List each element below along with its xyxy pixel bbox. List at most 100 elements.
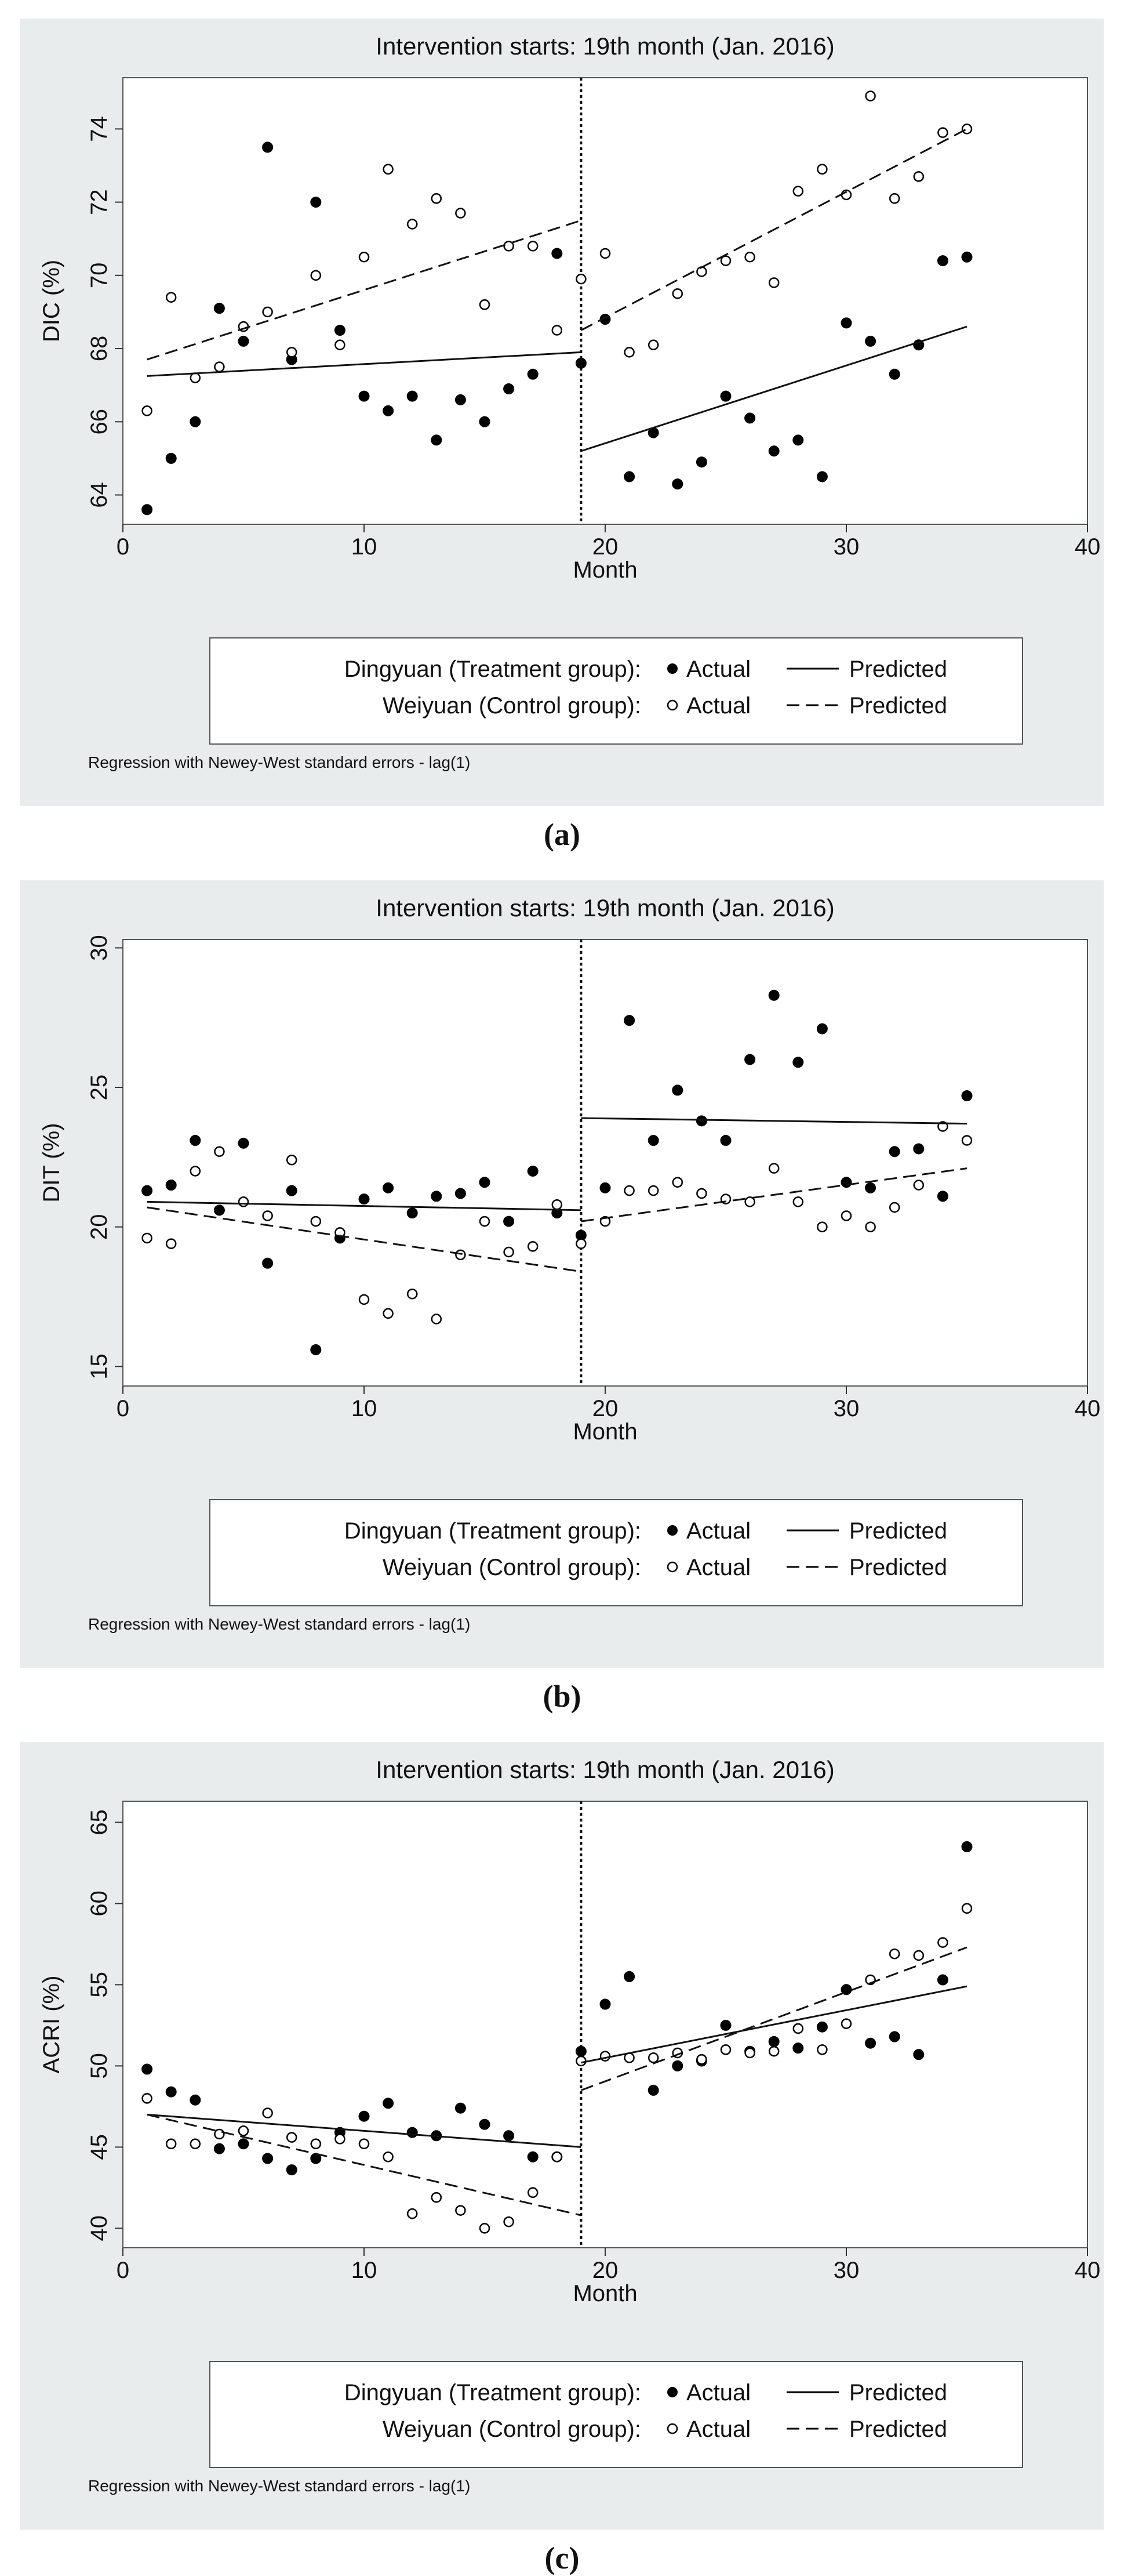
chart-panel-b: Intervention starts: 19th month (Jan. 20… (20, 880, 1104, 1668)
dingyuan-actual-point (479, 416, 490, 427)
weiyuan-actual-point (937, 1937, 948, 1948)
dingyuan-actual-point (599, 1998, 611, 2010)
weiyuan-actual-point (165, 292, 177, 303)
weiyuan-actual-point (817, 2044, 828, 2055)
dingyuan-actual-point (141, 504, 153, 516)
dingyuan-actual-point (913, 2049, 925, 2060)
weiyuan-actual-point (551, 325, 563, 336)
weiyuan-actual-point (696, 266, 707, 277)
dingyuan-actual-point (479, 1177, 490, 1188)
dingyuan-actual-point (937, 1974, 948, 1986)
weiyuan-predicted-line (580, 1946, 967, 2091)
dingyuan-actual-point (310, 197, 322, 208)
legend-predicted-label-control: Predicted (849, 2417, 947, 2442)
weiyuan-actual-point (310, 270, 322, 281)
y-axis-label: ACRI (%) (39, 1976, 64, 2074)
weiyuan-actual-point (576, 273, 587, 285)
dingyuan-actual-point (865, 335, 876, 347)
weiyuan-predicted-line (581, 1167, 967, 1222)
y-tick-label: 30 (86, 935, 112, 961)
weiyuan-actual-point (913, 1950, 925, 1961)
weiyuan-actual-point (841, 1210, 852, 1221)
legend-treatment-label: Dingyuan (Treatment group): (344, 2380, 641, 2406)
dingyuan-actual-point (383, 2098, 394, 2109)
weiyuan-actual-point (383, 1308, 394, 1319)
weiyuan-actual-point (358, 1294, 370, 1305)
dingyuan-actual-point (841, 1177, 852, 1188)
dingyuan-actual-point (358, 1193, 370, 1205)
weiyuan-actual-point (768, 2045, 780, 2057)
dingyuan-actual-point (744, 412, 756, 424)
dingyuan-actual-point (816, 471, 828, 482)
x-tick-label: 40 (1075, 534, 1101, 560)
weiyuan-actual-point (406, 1288, 418, 1300)
chart-svg-b: Intervention starts: 19th month (Jan. 20… (39, 894, 1101, 1633)
dingyuan-actual-point (575, 2045, 587, 2057)
y-tick-label: 40 (86, 2215, 112, 2241)
legend-control-label: Weiyuan (Control group): (383, 1555, 641, 1580)
weiyuan-actual-point (672, 288, 683, 299)
dingyuan-predicted-line (147, 2113, 581, 2148)
dingyuan-actual-point (454, 2102, 466, 2114)
dingyuan-actual-point (165, 2086, 177, 2098)
weiyuan-actual-point (527, 1241, 539, 1252)
dingyuan-actual-point (406, 1207, 418, 1219)
weiyuan-actual-point (406, 2208, 418, 2219)
plot-area (122, 77, 1088, 525)
chart-title: Intervention starts: 19th month (Jan. 20… (376, 894, 834, 921)
weiyuan-actual-point (527, 241, 539, 252)
dingyuan-actual-point (165, 1180, 177, 1191)
x-tick-label: 10 (351, 2258, 377, 2283)
weiyuan-actual-point (792, 186, 804, 197)
y-tick-label: 55 (86, 1972, 112, 1998)
dingyuan-actual-point (937, 255, 948, 267)
legend-actual-label-treatment: Actual (686, 2380, 751, 2406)
dingyuan-actual-point (648, 1135, 659, 1146)
dingyuan-actual-point (889, 2031, 900, 2042)
weiyuan-actual-point (238, 1196, 249, 1207)
weiyuan-actual-point (792, 2023, 804, 2034)
weiyuan-actual-point (913, 1180, 925, 1191)
dingyuan-actual-point (599, 1182, 611, 1193)
dingyuan-actual-point (527, 2151, 539, 2163)
dingyuan-actual-point (744, 1054, 756, 1065)
dingyuan-actual-point (286, 2164, 297, 2176)
regression-note: Regression with Newey-West standard erro… (88, 2477, 470, 2495)
weiyuan-actual-point (937, 127, 948, 138)
y-tick-label: 15 (86, 1354, 112, 1380)
weiyuan-actual-point (455, 2205, 466, 2216)
weiyuan-actual-point (696, 2053, 707, 2065)
weiyuan-actual-point (961, 1135, 973, 1146)
dingyuan-actual-point (961, 251, 973, 263)
weiyuan-actual-point (817, 164, 828, 175)
weiyuan-actual-point (286, 1154, 297, 1166)
weiyuan-actual-point (431, 1314, 442, 1325)
x-axis-label: Month (573, 557, 637, 583)
y-tick-label: 74 (86, 116, 112, 142)
y-axis-label: DIC (%) (39, 260, 64, 342)
weiyuan-actual-point (383, 2151, 394, 2163)
legend-actual-hollow-marker (667, 699, 678, 711)
dingyuan-actual-point (696, 456, 707, 468)
dingyuan-actual-point (431, 1191, 442, 1202)
x-tick-label: 30 (834, 534, 860, 560)
weiyuan-actual-point (503, 241, 514, 252)
regression-note: Regression with Newey-West standard erro… (88, 1615, 470, 1633)
weiyuan-actual-point (310, 2138, 322, 2150)
dingyuan-actual-point (696, 1115, 707, 1127)
x-tick-label: 40 (1075, 1396, 1101, 1421)
y-tick-label: 68 (86, 336, 112, 362)
weiyuan-actual-point (744, 1196, 755, 1207)
weiyuan-actual-point (648, 2052, 659, 2063)
weiyuan-actual-point (310, 1216, 322, 1227)
legend-actual-label-control: Actual (686, 693, 751, 719)
regression-note: Regression with Newey-West standard erro… (88, 753, 470, 771)
dingyuan-actual-point (262, 142, 274, 153)
weiyuan-actual-point (165, 2138, 177, 2150)
weiyuan-actual-point (334, 339, 345, 350)
weiyuan-actual-point (648, 339, 659, 350)
weiyuan-actual-point (624, 347, 635, 358)
y-tick-label: 25 (86, 1075, 112, 1101)
dingyuan-actual-point (720, 2019, 732, 2031)
legend-predicted-label-treatment: Predicted (849, 656, 947, 682)
